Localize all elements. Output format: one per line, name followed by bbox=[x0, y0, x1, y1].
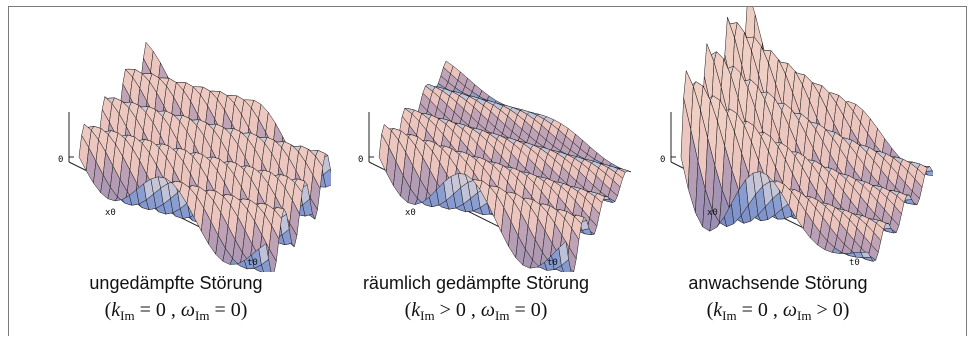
axis-zero-label: 0 bbox=[660, 155, 665, 165]
surface-plot-spatially-damped: 0 x0 t0 bbox=[358, 60, 631, 272]
formula-growing: (kIm = 0 , ωIm > 0) bbox=[706, 299, 850, 323]
omega-rel: = bbox=[514, 299, 526, 321]
k-symbol: k bbox=[111, 299, 121, 321]
wave-surface bbox=[78, 41, 331, 272]
k-rel: > bbox=[439, 299, 451, 321]
figure-frame: 0 x0 t0 ungedämpfte Störung (kIm = 0 , ω… bbox=[8, 6, 967, 336]
k-sub: Im bbox=[722, 308, 737, 323]
omega-val: 0 bbox=[832, 299, 843, 321]
caption-undamped: ungedämpfte Störung bbox=[89, 273, 263, 293]
caption-growing: anwachsende Störung bbox=[688, 273, 868, 293]
wave-surface bbox=[680, 7, 933, 262]
surface-patch bbox=[924, 170, 933, 176]
surface-plot-undamped: 0 x0 t0 bbox=[58, 41, 331, 272]
k-symbol: k bbox=[713, 299, 723, 321]
formula-spatially-damped: (kIm > 0 , ωIm = 0) bbox=[404, 299, 548, 323]
k-sub: Im bbox=[120, 308, 135, 323]
k-val: 0 bbox=[757, 299, 768, 321]
axis-x-label: x0 bbox=[405, 208, 416, 218]
axis-x-label: x0 bbox=[707, 208, 718, 218]
wave-surface bbox=[378, 60, 631, 272]
omega-symbol: ω bbox=[480, 299, 495, 321]
axis-zero-label: 0 bbox=[58, 155, 63, 165]
k-symbol: k bbox=[411, 299, 421, 321]
k-sub: Im bbox=[420, 308, 435, 323]
axis-zero-label: 0 bbox=[358, 155, 363, 165]
surface-patch bbox=[258, 243, 269, 266]
axis-x-label: x0 bbox=[105, 208, 116, 218]
caption-spatially-damped: räumlich gedämpfte Störung bbox=[362, 273, 590, 293]
k-rel: = bbox=[741, 299, 753, 321]
surface-patch bbox=[860, 251, 871, 258]
k-val: 0 bbox=[155, 299, 166, 321]
k-val: 0 bbox=[455, 299, 466, 321]
omega-sub: Im bbox=[797, 308, 812, 323]
omega-symbol: ω bbox=[782, 299, 797, 321]
surface-patch bbox=[558, 240, 569, 267]
omega-val: 0 bbox=[230, 299, 241, 321]
k-rel: = bbox=[139, 299, 151, 321]
panel-growing: 0 x0 t0 anwachsende Störung (kIm = 0 , ω… bbox=[623, 7, 933, 337]
panel-undamped: 0 x0 t0 ungedämpfte Störung (kIm = 0 , ω… bbox=[21, 7, 331, 337]
omega-symbol: ω bbox=[180, 299, 195, 321]
formula-undamped: (kIm = 0 , ωIm = 0) bbox=[104, 299, 248, 323]
omega-rel: > bbox=[816, 299, 828, 321]
omega-sub: Im bbox=[495, 308, 510, 323]
axis-t-label: t0 bbox=[547, 258, 558, 268]
axis-t-label: t0 bbox=[247, 258, 258, 268]
surface-plot-growing: 0 x0 t0 bbox=[660, 7, 933, 268]
omega-rel: = bbox=[214, 299, 226, 321]
axis-t-label: t0 bbox=[849, 258, 860, 268]
panel-spatially-damped: 0 x0 t0 räumlich gedämpfte Störung (kIm … bbox=[321, 7, 631, 337]
omega-sub: Im bbox=[195, 308, 210, 323]
omega-val: 0 bbox=[530, 299, 541, 321]
